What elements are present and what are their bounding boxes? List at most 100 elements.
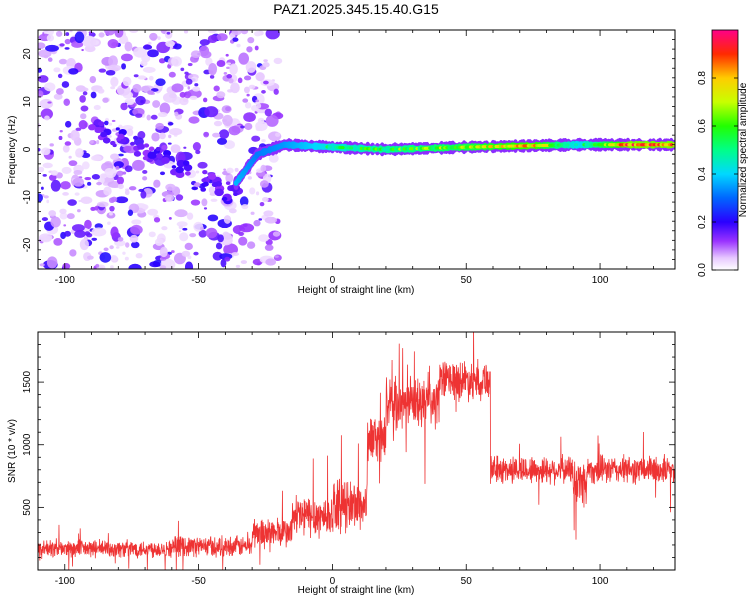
noise-blob bbox=[261, 89, 266, 94]
noise-blob bbox=[171, 83, 184, 93]
x-tick-label: -100 bbox=[55, 576, 75, 587]
noise-blob bbox=[208, 186, 215, 194]
noise-blob bbox=[215, 242, 223, 250]
noise-blob bbox=[243, 75, 252, 81]
noise-blob bbox=[224, 235, 234, 240]
noise-blob bbox=[122, 33, 127, 37]
diagonal-blob bbox=[102, 137, 111, 144]
noise-blob bbox=[115, 165, 120, 170]
noise-blob bbox=[107, 39, 119, 49]
diagonal-blob bbox=[156, 153, 163, 159]
noise-blob bbox=[120, 53, 133, 62]
noise-blob bbox=[64, 230, 71, 237]
noise-blob bbox=[231, 30, 242, 36]
noise-blob bbox=[128, 186, 137, 191]
noise-blob bbox=[190, 76, 199, 83]
snr-panel: -100 -50 0 50 100 500 1000 1500 Height of strai… bbox=[7, 331, 676, 596]
noise-blob bbox=[121, 63, 127, 70]
noise-blob bbox=[110, 153, 120, 160]
noise-blob bbox=[263, 210, 274, 217]
noise-blob bbox=[133, 46, 148, 58]
noise-blob bbox=[164, 194, 174, 202]
noise-blob bbox=[200, 50, 212, 59]
noise-blob bbox=[48, 210, 57, 217]
noise-blob bbox=[203, 207, 208, 210]
noise-blob bbox=[98, 32, 105, 38]
noise-blob bbox=[109, 255, 118, 262]
diagonal-blob bbox=[133, 135, 139, 140]
noise-blob bbox=[228, 208, 237, 214]
noise-blob bbox=[159, 132, 166, 140]
noise-blob bbox=[107, 134, 112, 138]
noise-blob bbox=[66, 213, 75, 220]
noise-blob bbox=[105, 69, 116, 76]
noise-blob bbox=[78, 119, 88, 130]
noise-blob bbox=[48, 174, 57, 181]
noise-blob bbox=[67, 199, 77, 206]
noise-blob bbox=[126, 100, 134, 105]
noise-blob bbox=[236, 43, 241, 48]
noise-blob bbox=[115, 196, 129, 204]
noise-blob bbox=[157, 111, 168, 118]
noise-blob bbox=[191, 186, 199, 191]
diagonal-blob bbox=[202, 181, 209, 187]
noise-blob bbox=[153, 179, 161, 188]
noise-blob bbox=[223, 71, 228, 75]
diagonal-blob bbox=[117, 133, 125, 140]
signal-peak bbox=[340, 145, 345, 150]
noise-blob bbox=[86, 255, 94, 260]
noise-blob bbox=[246, 241, 256, 249]
y-tick-label: 20 bbox=[22, 48, 33, 60]
noise-blob bbox=[38, 193, 43, 203]
noise-blob bbox=[57, 73, 63, 79]
noise-blob bbox=[240, 30, 249, 35]
noise-blob bbox=[80, 87, 89, 92]
diagonal-blob bbox=[233, 192, 238, 197]
noise-blob bbox=[194, 182, 201, 188]
noise-blob bbox=[108, 122, 113, 126]
noise-blob bbox=[226, 62, 231, 65]
noise-blob bbox=[273, 88, 279, 95]
noise-blob bbox=[142, 176, 148, 181]
noise-blob bbox=[147, 208, 159, 216]
noise-blob bbox=[247, 176, 252, 180]
y-tick-label: 500 bbox=[22, 499, 33, 516]
noise-blob bbox=[131, 219, 142, 225]
noise-blob bbox=[247, 36, 255, 44]
figure-title: PAZ1.2025.345.15.40.G15 bbox=[273, 1, 439, 17]
noise-blob bbox=[199, 39, 210, 46]
y-tick-label: 10 bbox=[22, 96, 33, 108]
noise-blob bbox=[84, 219, 92, 230]
diagonal-blob bbox=[130, 141, 136, 146]
noise-blob bbox=[159, 102, 171, 115]
noise-blob bbox=[63, 98, 71, 106]
noise-blob bbox=[179, 91, 186, 98]
noise-blob bbox=[46, 34, 54, 42]
noise-blob bbox=[216, 59, 226, 68]
noise-blob bbox=[140, 190, 147, 199]
noise-blob bbox=[84, 231, 91, 236]
noise-blob bbox=[193, 251, 199, 256]
noise-blob bbox=[122, 251, 126, 255]
noise-blob bbox=[141, 204, 149, 210]
noise-blob bbox=[181, 250, 191, 257]
signal-peak bbox=[327, 145, 332, 149]
noise-blob bbox=[226, 74, 233, 79]
colorbar-tick-label: 0.6 bbox=[697, 119, 708, 133]
noise-blob bbox=[59, 43, 65, 47]
noise-blob bbox=[84, 176, 92, 181]
noise-blob bbox=[223, 215, 232, 224]
noise-blob bbox=[264, 244, 274, 251]
noise-blob bbox=[234, 167, 239, 172]
noise-blob bbox=[46, 256, 58, 269]
diagonal-blob bbox=[155, 146, 161, 151]
noise-blob bbox=[135, 113, 143, 118]
noise-blob bbox=[135, 252, 143, 259]
noise-blob bbox=[239, 223, 255, 233]
noise-blob bbox=[216, 33, 228, 42]
noise-blob bbox=[79, 95, 86, 103]
noise-blob bbox=[235, 264, 241, 268]
noise-blob bbox=[55, 88, 64, 95]
colorbar-tick-label: 0.8 bbox=[697, 71, 708, 85]
noise-blob bbox=[183, 30, 189, 34]
